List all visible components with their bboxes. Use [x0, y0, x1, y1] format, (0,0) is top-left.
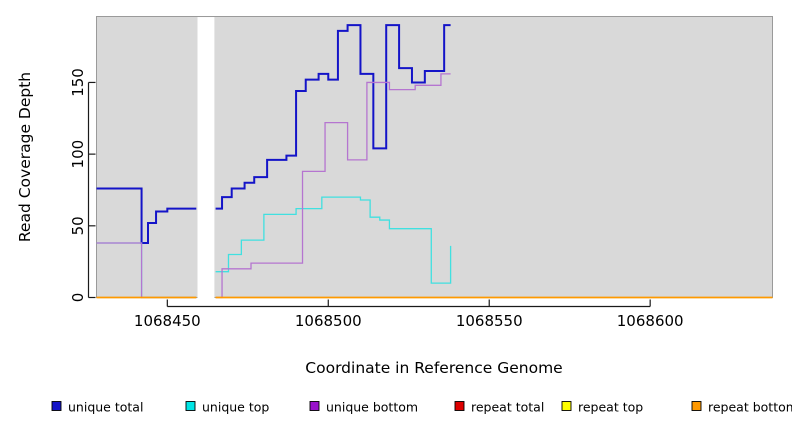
legend-swatch-repeat-bottom [691, 401, 702, 411]
series-line-unique-total [215, 24, 451, 210]
legend: unique total unique top unique bottom repea… [51, 400, 792, 415]
y-tick-label-150: 150 [69, 68, 87, 97]
x-axis: 1068450 1068500 1068550 1068600 [134, 299, 684, 330]
legend-label-unique-top: unique top [202, 400, 269, 415]
data-gap-region [197, 17, 215, 300]
y-tick-label-100: 100 [69, 140, 87, 169]
gap-mask [197, 17, 215, 300]
series-group [96, 24, 773, 299]
x-tick-label-1068550: 1068550 [456, 312, 523, 330]
series-line-unique-top [215, 196, 452, 284]
y-tick-label-0: 0 [69, 293, 87, 303]
legend-label-unique-total: unique total [68, 400, 143, 415]
x-axis-title: Coordinate in Reference Genome [305, 359, 562, 377]
y-tick-label-50: 50 [69, 216, 87, 235]
legend-swatch-repeat-top [561, 401, 572, 411]
x-tick-label-1068450: 1068450 [134, 312, 201, 330]
legend-label-repeat-bottom: repeat bottom [708, 400, 792, 415]
y-axis: 0 50 100 150 [69, 68, 96, 302]
legend-swatch-unique-total [51, 401, 62, 411]
legend-label-unique-bottom: unique bottom [326, 400, 418, 415]
legend-swatch-repeat-total [454, 401, 465, 411]
series-line-unique-bottom [215, 73, 451, 299]
x-tick-label-1068500: 1068500 [295, 312, 362, 330]
x-tick-label-1068600: 1068600 [617, 312, 684, 330]
legend-swatch-unique-bottom [309, 401, 320, 411]
y-axis-title: Read Coverage Depth [16, 72, 34, 242]
legend-label-repeat-total: repeat total [471, 400, 544, 415]
legend-swatch-unique-top [185, 401, 196, 411]
legend-label-repeat-top: repeat top [578, 400, 643, 415]
